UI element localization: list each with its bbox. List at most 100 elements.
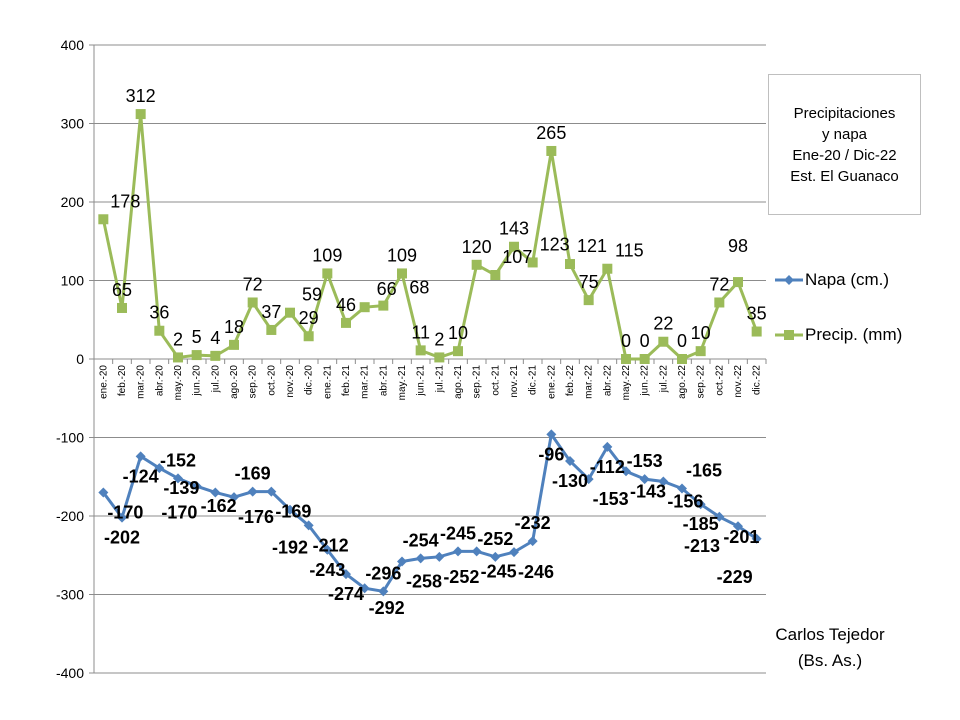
- data-label: 98: [728, 236, 748, 256]
- data-point: [98, 487, 109, 498]
- data-label: -176: [238, 507, 274, 527]
- data-label: -296: [365, 563, 401, 583]
- legend-label: Precip. (mm): [805, 325, 903, 344]
- x-tick-label: mar.-22: [584, 365, 595, 399]
- data-label: 35: [747, 304, 767, 324]
- data-point: [303, 331, 314, 342]
- data-label: 115: [615, 241, 644, 261]
- data-label: 46: [336, 295, 356, 315]
- data-point: [733, 277, 743, 288]
- data-point: [471, 259, 482, 270]
- data-label: -243: [309, 560, 345, 580]
- data-label: 37: [261, 302, 281, 322]
- x-tick-label: feb.-21: [341, 365, 352, 397]
- data-point: [714, 297, 725, 308]
- data-label: -139: [163, 478, 199, 498]
- x-tick-label: ago.-22: [677, 365, 688, 399]
- data-point: [602, 441, 613, 452]
- x-tick-label: oct.-22: [714, 365, 725, 396]
- data-label: -143: [630, 481, 666, 501]
- data-point: [695, 499, 706, 510]
- x-tick-label: ene.-20: [98, 365, 109, 399]
- data-point: [135, 109, 146, 120]
- data-label: -153: [593, 489, 629, 509]
- data-label: -246: [518, 562, 554, 582]
- data-label: 312: [126, 86, 156, 106]
- data-point: [546, 145, 557, 156]
- data-label: 265: [536, 123, 566, 143]
- chart-title-line: y napa: [821, 125, 868, 143]
- y-tick-label: 300: [61, 116, 85, 132]
- x-tick-label: may.-22: [621, 365, 632, 401]
- data-label: -245: [481, 561, 517, 581]
- data-label: 10: [448, 323, 468, 343]
- data-label: 121: [577, 236, 607, 256]
- data-point: [266, 324, 277, 335]
- data-point: [453, 546, 463, 557]
- data-point: [135, 451, 146, 462]
- data-point: [285, 504, 295, 515]
- data-label: -274: [328, 584, 364, 604]
- x-tick-label: feb.-22: [565, 365, 576, 397]
- data-point: [303, 520, 314, 531]
- y-tick-label: -400: [56, 665, 84, 681]
- data-label: 68: [409, 278, 429, 298]
- x-tick-label: abr.-20: [154, 365, 165, 397]
- data-point: [378, 586, 389, 597]
- x-tick-label: mar.-21: [360, 365, 371, 399]
- y-tick-label: 0: [76, 351, 84, 367]
- x-tick-label: mar.-20: [136, 365, 147, 399]
- data-label: -185: [683, 514, 719, 534]
- data-point: [733, 521, 743, 532]
- data-label: 4: [210, 328, 220, 348]
- annotation: Carlos Tejedor (Bs. As.): [770, 622, 890, 674]
- chart-title-box: Precipitaciones y napa Ene-20 / Dic-22 E…: [768, 74, 921, 215]
- data-label: 0: [621, 331, 631, 351]
- data-point: [527, 257, 538, 268]
- data-point: [639, 354, 650, 364]
- data-point: [471, 546, 482, 557]
- x-tick-label: abr.-22: [602, 365, 613, 397]
- x-tick-label: ene.-22: [546, 365, 557, 399]
- data-label: 22: [653, 314, 673, 334]
- data-label: 11: [411, 322, 430, 342]
- data-label: 29: [299, 308, 319, 328]
- x-tick-label: jul.-22: [658, 365, 669, 394]
- data-point: [434, 352, 445, 363]
- data-label: -169: [275, 502, 311, 522]
- data-point: [658, 336, 669, 347]
- data-label: 178: [110, 191, 140, 211]
- data-point: [247, 486, 258, 497]
- data-label: -245: [440, 523, 476, 543]
- data-label: 5: [192, 327, 202, 347]
- data-point: [677, 483, 687, 494]
- x-tick-label: jun.-20: [192, 365, 203, 397]
- chart-title-line: Precipitaciones: [793, 104, 896, 122]
- data-label: 65: [112, 280, 132, 300]
- data-point: [602, 263, 613, 274]
- data-point: [191, 481, 202, 492]
- x-tick-label: feb.-20: [117, 365, 128, 397]
- data-label: 123: [540, 234, 570, 254]
- data-label: -202: [104, 528, 140, 548]
- data-point: [621, 466, 631, 477]
- data-point: [154, 463, 165, 474]
- data-label: -201: [723, 527, 759, 547]
- x-tick-label: nov.-20: [285, 365, 296, 398]
- data-label: 72: [243, 274, 263, 294]
- data-label: 36: [149, 303, 169, 323]
- data-point: [229, 492, 239, 503]
- data-point: [621, 354, 631, 364]
- data-label: 72: [709, 274, 729, 294]
- data-point: [210, 487, 221, 498]
- x-tick-label: nov.-21: [509, 365, 520, 398]
- data-point: [117, 302, 127, 313]
- data-label: 66: [377, 279, 397, 299]
- legend-item-napa: Napa (cm.): [775, 270, 889, 290]
- y-tick-label: 100: [61, 273, 85, 289]
- data-label: -165: [686, 461, 722, 481]
- data-point: [359, 302, 370, 313]
- x-tick-label: dic.-21: [528, 365, 539, 395]
- chart-title-line: Ene-20 / Dic-22: [792, 146, 897, 164]
- data-label: 107: [502, 247, 532, 267]
